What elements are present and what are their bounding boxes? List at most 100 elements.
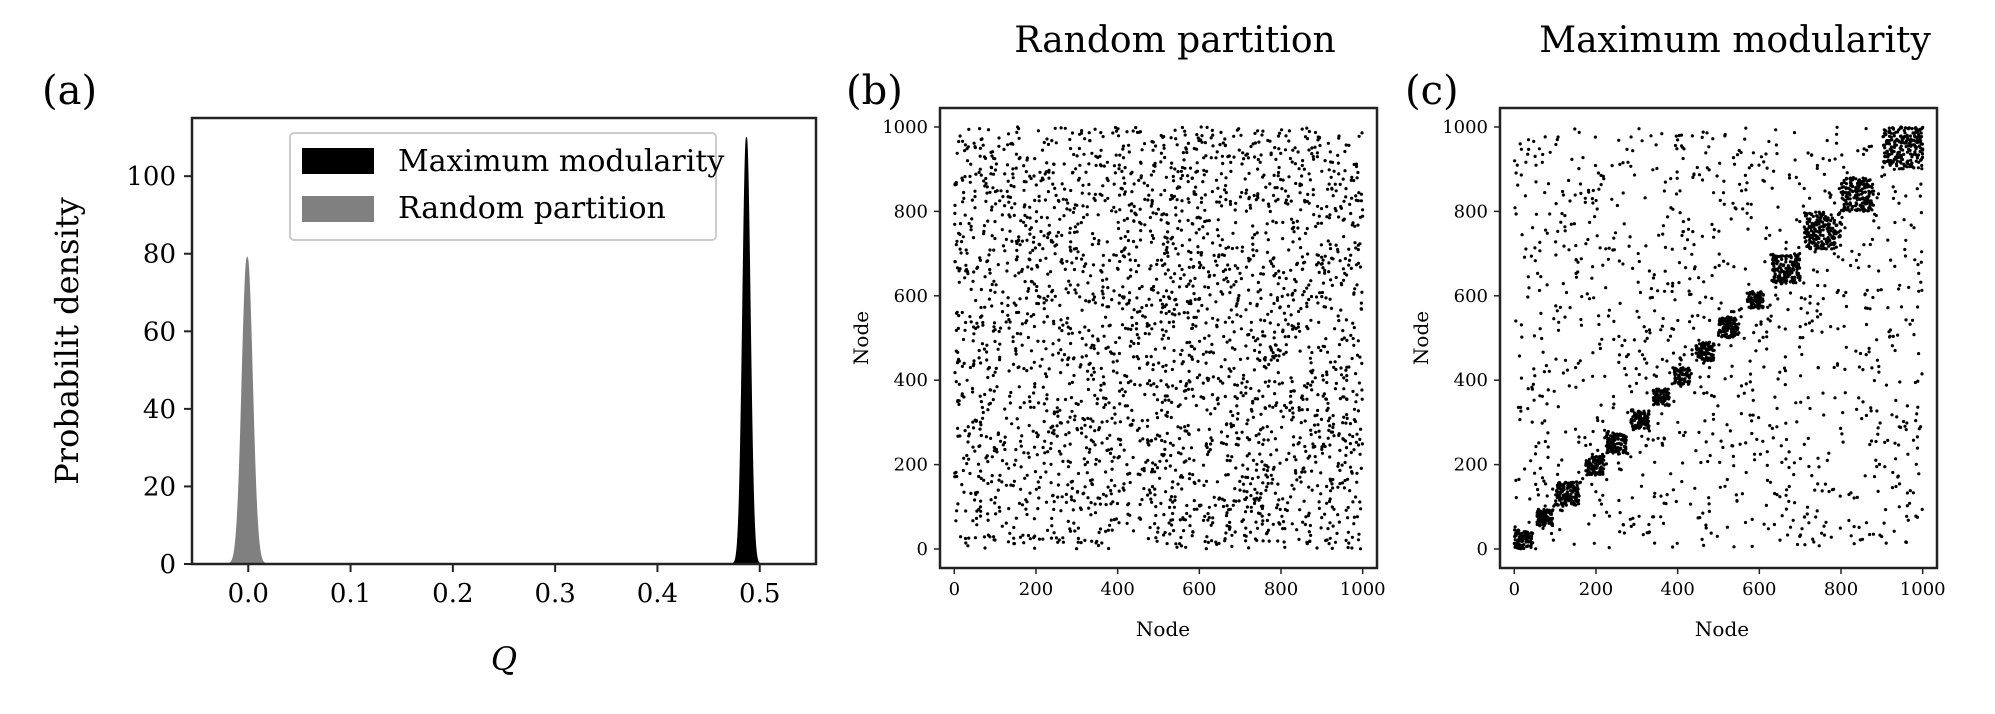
scatter-point <box>953 260 957 264</box>
scatter-point <box>1081 204 1085 208</box>
scatter-point <box>993 290 997 294</box>
scatter-point <box>1020 322 1024 326</box>
scatter-point <box>1239 277 1243 281</box>
scatter-point <box>1729 318 1733 322</box>
scatter-point <box>1858 538 1862 542</box>
scatter-point <box>1765 166 1769 170</box>
scatter-point <box>1768 480 1773 484</box>
scatter-point <box>1779 444 1783 448</box>
scatter-point <box>1220 204 1224 208</box>
scatter-point <box>1012 525 1016 530</box>
scatter-point <box>1277 165 1281 170</box>
scatter-point <box>1634 417 1638 421</box>
scatter-point <box>1042 234 1046 238</box>
scatter-point <box>1194 315 1198 319</box>
scatter-point <box>1142 487 1146 491</box>
scatter-point <box>1262 173 1266 177</box>
scatter-point <box>1029 349 1034 353</box>
scatter-point <box>1864 322 1869 327</box>
scatter-point <box>1877 226 1881 230</box>
scatter-point <box>1705 131 1709 135</box>
scatter-point <box>1128 480 1132 485</box>
scatter-point <box>1204 321 1208 325</box>
scatter-point <box>1086 387 1090 392</box>
panel-a-legend: Maximum modularity Random partition <box>289 132 724 241</box>
scatter-point <box>1229 169 1233 173</box>
scatter-point <box>1233 395 1237 399</box>
scatter-point <box>1228 520 1232 525</box>
scatter-point <box>1310 388 1314 392</box>
scatter-point <box>961 235 965 239</box>
scatter-point <box>1342 217 1346 221</box>
scatter-point <box>1199 263 1203 267</box>
scatter-point <box>1340 463 1344 467</box>
scatter-point <box>1822 524 1826 528</box>
scatter-point <box>971 420 975 424</box>
scatter-point <box>1776 205 1780 209</box>
scatter-point <box>1342 415 1346 419</box>
scatter-point <box>1291 443 1296 447</box>
scatter-point <box>1310 351 1314 355</box>
scatter-point <box>1774 293 1778 297</box>
scatter-point <box>1240 249 1244 253</box>
scatter-point <box>1305 126 1309 130</box>
scatter-point <box>1056 351 1061 355</box>
scatter-point <box>1151 363 1155 367</box>
scatter-point <box>1917 271 1921 275</box>
scatter-point <box>1328 416 1332 420</box>
scatter-point <box>1232 283 1236 287</box>
scatter-point <box>1135 428 1140 432</box>
scatter-point <box>1872 219 1876 223</box>
scatter-point <box>1840 153 1844 157</box>
scatter-point <box>1513 538 1517 542</box>
scatter-point <box>1007 369 1011 373</box>
scatter-point <box>1611 406 1615 410</box>
scatter-point <box>1298 237 1302 241</box>
scatter-point <box>1741 207 1745 211</box>
scatter-point <box>1267 204 1271 208</box>
scatter-point <box>1267 513 1271 517</box>
scatter-point <box>1659 328 1663 332</box>
scatter-point <box>990 205 994 209</box>
scatter-point <box>1291 298 1296 302</box>
scatter-point <box>1560 458 1564 462</box>
scatter-point <box>1531 226 1535 230</box>
scatter-point <box>1177 312 1181 316</box>
scatter-point <box>1722 202 1726 206</box>
scatter-point <box>1326 239 1330 243</box>
scatter-point <box>1324 296 1328 300</box>
scatter-point <box>1147 379 1152 383</box>
scatter-point <box>1342 387 1346 391</box>
scatter-point <box>1652 273 1656 277</box>
scatter-point <box>1298 475 1302 479</box>
scatter-point <box>1916 405 1920 409</box>
scatter-point <box>1656 397 1660 401</box>
scatter-point <box>1199 125 1203 129</box>
scatter-point <box>1263 356 1267 360</box>
scatter-point <box>965 462 969 466</box>
scatter-point <box>1013 274 1017 278</box>
scatter-point <box>1309 428 1313 432</box>
scatter-point <box>1743 173 1747 177</box>
scatter-point <box>956 326 961 330</box>
scatter-point <box>1036 433 1040 437</box>
scatter-point <box>1026 451 1030 455</box>
scatter-point <box>953 203 957 207</box>
scatter-point <box>1749 202 1753 206</box>
scatter-point <box>1643 357 1647 361</box>
scatter-point <box>1230 246 1234 251</box>
scatter-point <box>1155 539 1159 543</box>
scatter-point <box>1766 305 1770 309</box>
scatter-point <box>1861 152 1866 156</box>
scatter-point <box>1179 452 1183 456</box>
scatter-point <box>1053 294 1057 298</box>
scatter-point <box>1211 521 1215 525</box>
scatter-point <box>1146 458 1150 462</box>
scatter-point <box>1801 204 1805 208</box>
scatter-point <box>1347 263 1351 267</box>
scatter-point <box>1038 295 1042 299</box>
scatter-point <box>1681 229 1685 234</box>
scatter-point <box>1086 460 1090 464</box>
scatter-point <box>1572 542 1576 546</box>
scatter-point <box>1751 151 1755 155</box>
